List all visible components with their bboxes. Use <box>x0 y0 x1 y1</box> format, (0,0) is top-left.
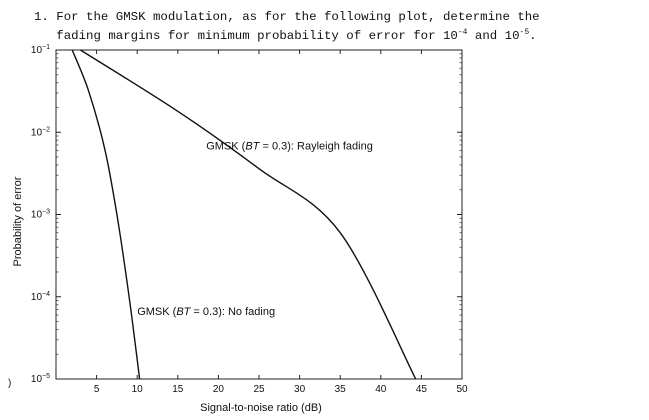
question-mid: and <box>467 29 505 44</box>
y-tick-label-3: 10−4 <box>31 291 50 303</box>
question-end: . <box>529 29 537 44</box>
y-tick-label-0: 10−1 <box>31 44 50 56</box>
stray-mark: ) <box>8 378 12 389</box>
x-tick-label-7: 40 <box>375 384 387 395</box>
question-base-1: 10 <box>442 29 458 44</box>
question-exp-2: -5 <box>519 28 530 37</box>
x-tick-label-3: 20 <box>213 384 225 395</box>
x-tick-label-6: 35 <box>335 384 347 395</box>
label-layer: Signal-to-noise ratio (dB) Probability of… <box>12 140 373 414</box>
y-axis-label: Probability of error <box>12 176 24 266</box>
y-tick-label-4: 10−5 <box>31 373 50 385</box>
y-tick-label-2: 10−3 <box>31 209 50 221</box>
x-tick-label-5: 30 <box>294 384 306 395</box>
series-line-1 <box>80 49 417 380</box>
x-tick-label-1: 10 <box>132 384 144 395</box>
question-line-2: fading margins for minimum probability o… <box>34 28 537 44</box>
y-tick-label-1: 10−2 <box>31 126 50 138</box>
series-layer <box>71 49 417 380</box>
x-tick-label-2: 15 <box>172 384 184 395</box>
series-label-1: GMSK (BT = 0.3): Rayleigh fading <box>206 140 373 152</box>
series-line-0 <box>71 49 141 380</box>
axes-layer: 5 10 15 20 25 30 35 40 45 50 10−1 10−2 10−3 10−4 10−5 <box>31 44 468 395</box>
question-line-2-text: fading margins for minimum probability o… <box>34 29 443 44</box>
x-tick-label-0: 5 <box>94 384 100 395</box>
question-base-2: 10 <box>504 29 520 44</box>
x-tick-label-8: 45 <box>416 384 428 395</box>
question-text: 1. For the GMSK modulation, as for the f… <box>34 9 540 44</box>
x-tick-label-4: 25 <box>253 384 265 395</box>
x-tick-label-9: 50 <box>456 384 468 395</box>
x-axis-label: Signal-to-noise ratio (dB) <box>200 402 322 414</box>
series-label-0: GMSK (BT = 0.3): No fading <box>137 306 275 318</box>
question-exp-1: -4 <box>457 28 468 37</box>
question-line-1: 1. For the GMSK modulation, as for the f… <box>34 10 540 24</box>
